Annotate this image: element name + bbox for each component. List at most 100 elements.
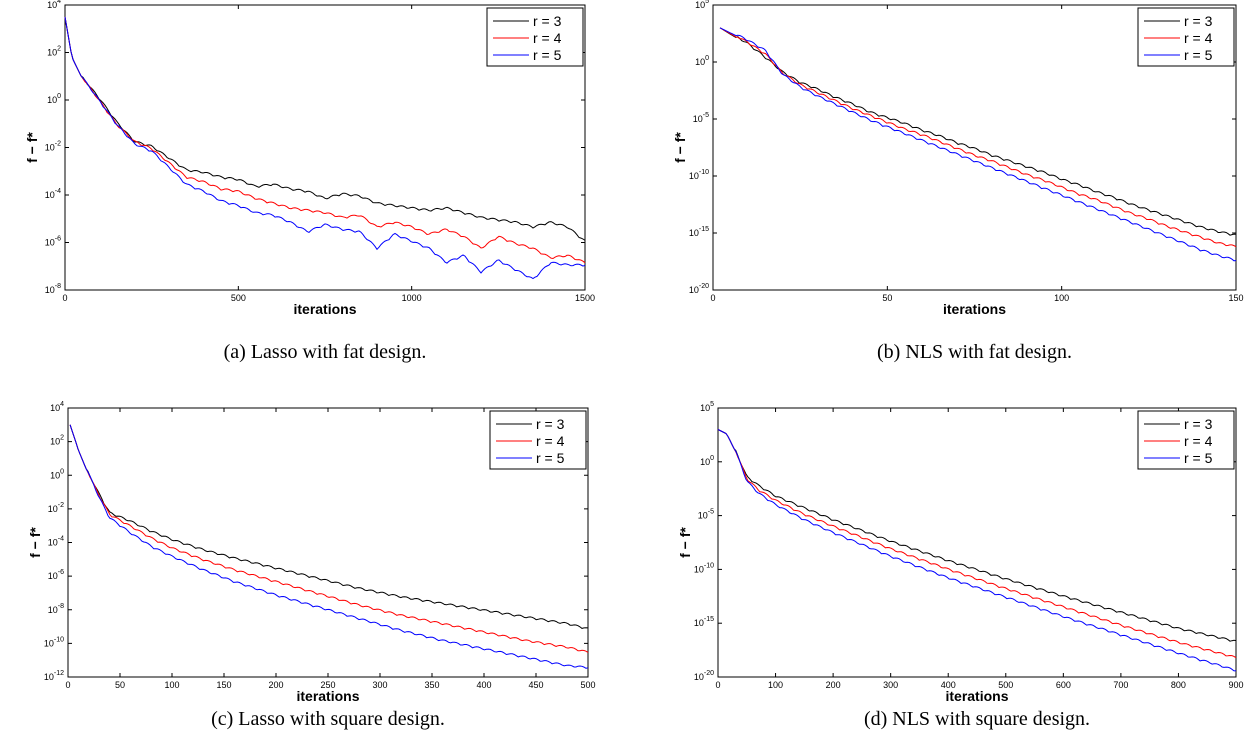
series-line-r5 <box>64 16 586 280</box>
x-tick-label: 800 <box>1171 680 1186 690</box>
y-tick-label: 10-2 <box>45 141 61 153</box>
legend: r = 3r = 4r = 5 <box>1137 7 1235 67</box>
series-line-r4 <box>69 424 589 653</box>
y-tick-label: 104 <box>50 401 64 413</box>
y-axis-label: f − f* <box>27 527 43 558</box>
y-tick-label: 10-6 <box>48 569 64 581</box>
x-tick-label: 150 <box>216 680 231 690</box>
y-tick-label: 100 <box>50 468 64 480</box>
legend: r = 3r = 4r = 5 <box>1137 410 1235 470</box>
y-tick-label: 102 <box>50 435 64 447</box>
legend-label-r3: r = 3 <box>533 13 562 29</box>
x-tick-label: 0 <box>710 293 715 303</box>
legend-box <box>1137 410 1235 470</box>
y-tick-label: 102 <box>47 46 61 58</box>
series-line-r5 <box>719 27 1237 262</box>
x-tick-label: 100 <box>768 680 783 690</box>
x-tick-label: 1000 <box>402 293 422 303</box>
y-tick-label: 10-15 <box>694 616 714 628</box>
legend-label-r5: r = 5 <box>536 450 565 466</box>
chart-panel-1: 0 500 1000 1500 10-8 10-6 10-4 10-2 100 102 104 ite… <box>24 0 595 363</box>
panel-caption: (d) NLS with square design. <box>864 708 1090 730</box>
y-tick-label: 10-4 <box>45 188 61 200</box>
legend-label-r4: r = 4 <box>1184 30 1213 46</box>
legend-label-r5: r = 5 <box>1184 450 1213 466</box>
legend-label-r3: r = 3 <box>536 416 565 432</box>
chart-panel-2: 0 50 100 150 10-20 10-15 10-10 10-5 100 105 iterat… <box>672 0 1244 363</box>
legend-label-r3: r = 3 <box>1184 13 1213 29</box>
y-tick-label: 10-5 <box>693 112 709 124</box>
y-tick-label: 10-8 <box>45 283 61 295</box>
series-line-r3 <box>64 16 586 241</box>
x-tick-label: 450 <box>528 680 543 690</box>
x-tick-label: 300 <box>883 680 898 690</box>
x-tick-label: 250 <box>320 680 335 690</box>
legend-label-r4: r = 4 <box>1184 433 1213 449</box>
x-tick-label: 400 <box>941 680 956 690</box>
series-line-r3 <box>719 27 1237 236</box>
x-tick-label: 1500 <box>575 293 595 303</box>
x-tick-label: 100 <box>164 680 179 690</box>
y-tick-label: 10-5 <box>698 509 714 521</box>
y-tick-label: 104 <box>47 0 61 10</box>
legend-box <box>1137 7 1235 67</box>
x-tick-label: 50 <box>882 293 892 303</box>
y-tick-label: 100 <box>47 93 61 105</box>
x-tick-label: 500 <box>998 680 1013 690</box>
x-tick-label: 350 <box>424 680 439 690</box>
legend-label-r5: r = 5 <box>533 47 562 63</box>
series-line-r4 <box>717 429 1237 659</box>
x-axis-label: iterations <box>945 688 1008 704</box>
y-tick-label: 10-6 <box>45 236 61 248</box>
legend-box <box>486 7 584 67</box>
y-tick-label: 100 <box>700 455 714 467</box>
y-tick-label: 10-10 <box>694 562 714 574</box>
legend-label-r5: r = 5 <box>1184 47 1213 63</box>
legend: r = 3r = 4r = 5 <box>486 7 584 67</box>
x-tick-label: 900 <box>1228 680 1243 690</box>
x-tick-label: 0 <box>65 680 70 690</box>
chart-panel-3: 0 50 100 150 200 250 300 350 400 450 500 10-12 10-10… <box>27 401 596 730</box>
legend-box <box>489 410 587 470</box>
panel-caption: (c) Lasso with square design. <box>211 708 445 730</box>
x-tick-label: 150 <box>1228 293 1243 303</box>
x-tick-label: 50 <box>115 680 125 690</box>
y-tick-label: 105 <box>695 0 709 10</box>
x-tick-label: 200 <box>268 680 283 690</box>
y-axis-label: f − f* <box>672 132 688 163</box>
legend-label-r3: r = 3 <box>1184 416 1213 432</box>
y-tick-label: 10-8 <box>48 603 64 615</box>
y-tick-label: 10-15 <box>689 226 709 238</box>
legend-label-r4: r = 4 <box>533 30 562 46</box>
x-tick-label: 600 <box>1056 680 1071 690</box>
series-line-r4 <box>719 27 1237 248</box>
x-tick-label: 0 <box>715 680 720 690</box>
y-tick-label: 10-4 <box>48 536 64 548</box>
y-tick-label: 10-10 <box>44 636 64 648</box>
x-tick-label: 0 <box>62 293 67 303</box>
y-tick-label: 100 <box>695 55 709 67</box>
y-axis-label: f − f* <box>677 527 693 558</box>
series-line-r5 <box>717 429 1237 672</box>
y-tick-label: 105 <box>700 401 714 413</box>
x-axis-label: iterations <box>293 301 356 317</box>
x-tick-label: 700 <box>1113 680 1128 690</box>
x-tick-label: 400 <box>476 680 491 690</box>
chart-panel-4: 0 100 200 300 400 500 600 700 800 900 10-20 10-15 10… <box>677 401 1244 730</box>
x-axis-label: iterations <box>943 301 1006 317</box>
panel-caption: (b) NLS with fat design. <box>877 341 1072 363</box>
y-tick-label: 10-2 <box>48 502 64 514</box>
panel-caption: (a) Lasso with fat design. <box>224 341 427 363</box>
series-line-r3 <box>69 424 589 629</box>
x-axis-label: iterations <box>296 688 359 704</box>
y-axis-label: f − f* <box>24 132 40 163</box>
y-tick-label: 10-12 <box>44 670 64 682</box>
y-tick-label: 10-10 <box>689 169 709 181</box>
legend-label-r4: r = 4 <box>536 433 565 449</box>
x-tick-label: 500 <box>231 293 246 303</box>
x-tick-label: 100 <box>1054 293 1069 303</box>
x-tick-label: 200 <box>826 680 841 690</box>
x-tick-label: 500 <box>580 680 595 690</box>
y-tick-label: 10-20 <box>689 283 709 295</box>
